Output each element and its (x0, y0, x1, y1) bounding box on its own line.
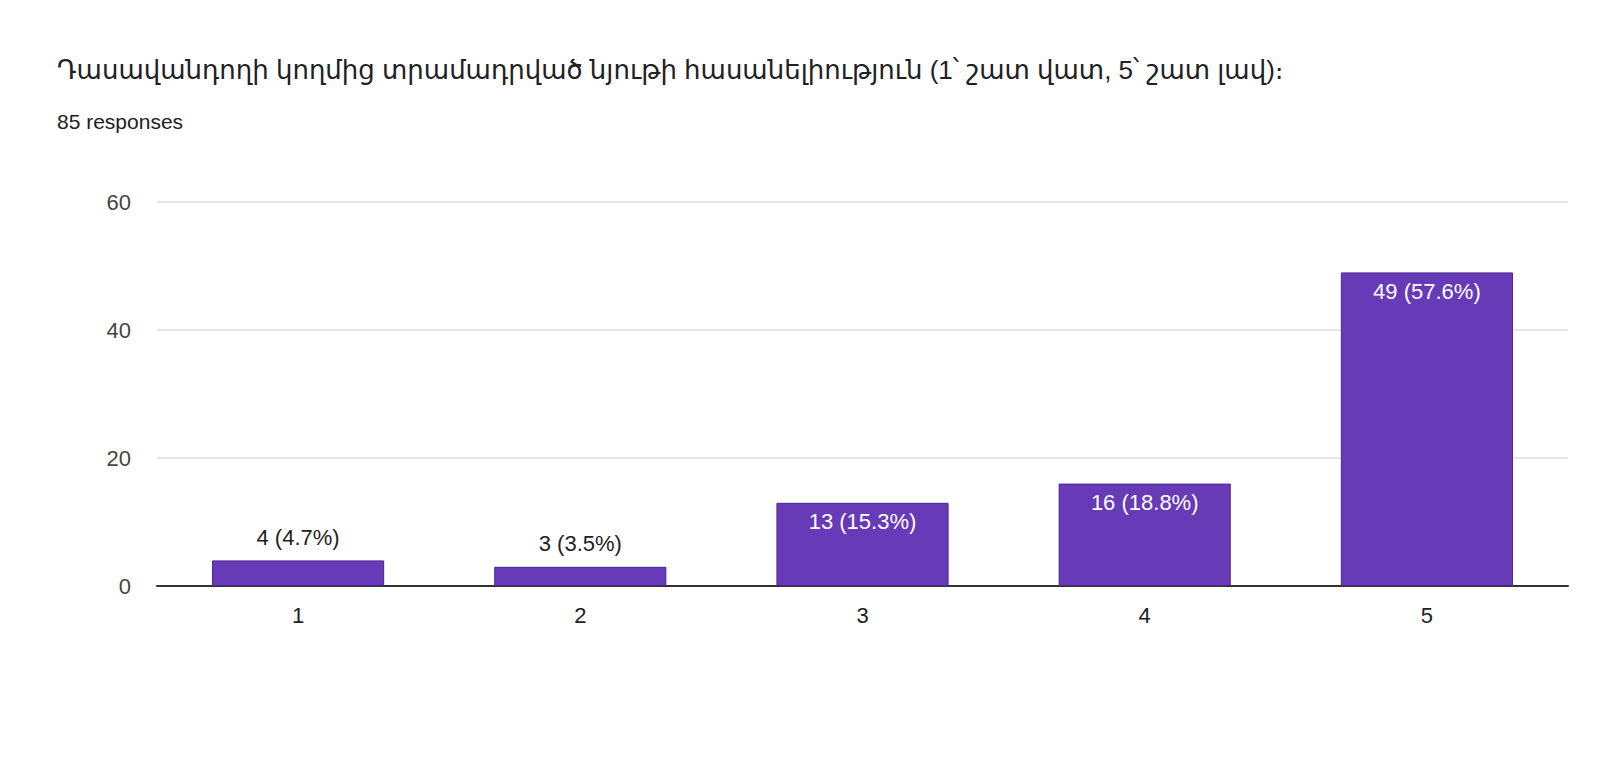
svg-text:0: 0 (119, 574, 131, 599)
svg-text:60: 60 (107, 190, 131, 215)
svg-text:4 (4.7%): 4 (4.7%) (257, 525, 340, 550)
svg-text:40: 40 (107, 318, 131, 343)
svg-text:49 (57.6%): 49 (57.6%) (1373, 279, 1481, 304)
svg-text:1: 1 (292, 603, 304, 628)
svg-text:3: 3 (856, 603, 868, 628)
svg-text:2: 2 (574, 603, 586, 628)
svg-text:85 responses: 85 responses (57, 110, 183, 133)
svg-text:16 (18.8%): 16 (18.8%) (1091, 490, 1199, 515)
svg-text:4: 4 (1139, 603, 1151, 628)
svg-text:13 (15.3%): 13 (15.3%) (809, 509, 917, 534)
svg-text:Դասավանդողի կողմից տրամադրված: Դասավանդողի կողմից տրամադրված նյութի հաս… (57, 55, 1284, 85)
svg-text:20: 20 (107, 446, 131, 471)
svg-text:5: 5 (1421, 603, 1433, 628)
svg-text:3 (3.5%): 3 (3.5%) (539, 531, 622, 556)
